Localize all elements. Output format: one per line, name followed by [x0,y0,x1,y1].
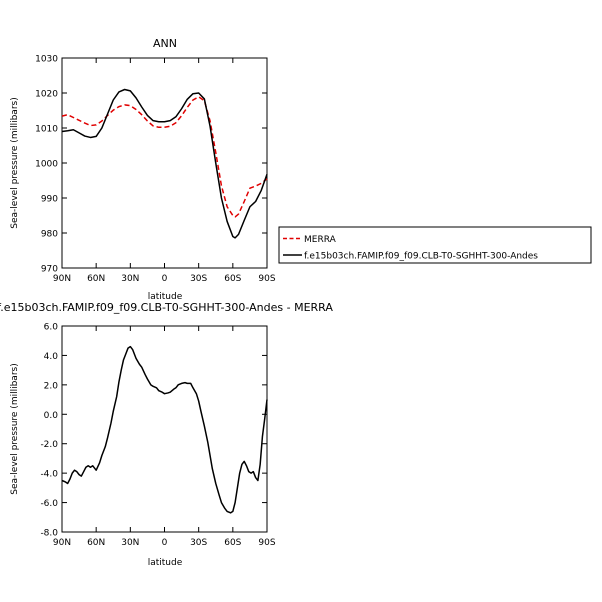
bottom-chart-title: f.e15b03ch.FAMIP.f09_f09.CLB-T0-SGHHT-30… [0,301,333,314]
y-tick-label: 2.0 [44,381,59,391]
series-line-1 [61,88,268,239]
x-tick-label: 90N [53,274,71,284]
series-line-0 [61,96,268,218]
legend-label-model: f.e15b03ch.FAMIP.f09_f09.CLB-T0-SGHHT-30… [304,252,538,262]
y-tick-label: 1030 [35,55,58,65]
top-x-axis-label: latitude [148,292,183,302]
y-tick-label: -8.0 [40,529,58,539]
legend-frame [278,226,592,264]
bottom-y-ticks: -8.0 -6.0 -4.0 -2.0 0.0 2.0 4.0 6.0 [40,323,267,539]
top-x-ticks: 90N 60N 30N 0 30S 60S 90S [53,58,276,284]
y-tick-label: 1020 [35,90,58,100]
x-tick-label: 60N [87,538,105,548]
bottom-series-lines [61,345,268,514]
top-series-lines [61,88,268,239]
top-y-ticks: 970 980 990 1000 1010 1020 1030 [35,55,267,275]
x-tick-label: 60S [224,538,241,548]
x-tick-label: 30N [121,538,139,548]
bottom-y-axis-label: Sea-level pressure (millibars) [10,363,20,494]
y-tick-label: 6.0 [44,323,59,333]
y-tick-label: 970 [41,265,58,275]
bottom-panel: f.e15b03ch.FAMIP.f09_f09.CLB-T0-SGHHT-30… [0,301,333,568]
x-tick-label: 30S [190,274,207,284]
bottom-plot-frame [61,325,268,533]
legend-label-merra: MERRA [304,235,337,245]
y-tick-label: 0.0 [44,411,59,421]
x-tick-label: 30N [121,274,139,284]
top-panel: ANN 90N 60N 30N 0 30S 60S 90S 970 980 990 1000 101… [10,37,592,302]
y-tick-label: -4.0 [40,470,58,480]
series-line-0 [61,345,268,514]
top-legend: MERRA f.e15b03ch.FAMIP.f09_f09.CLB-T0-SG… [278,226,592,264]
y-tick-label: -2.0 [40,440,58,450]
x-tick-label: 0 [162,274,168,284]
y-tick-label: 980 [41,230,58,240]
y-tick-label: 1010 [35,125,58,135]
bottom-x-axis-label: latitude [148,558,183,568]
x-tick-label: 90S [258,538,275,548]
x-tick-label: 60S [224,274,241,284]
y-tick-label: 990 [41,195,58,205]
x-tick-label: 30S [190,538,207,548]
x-tick-label: 60N [87,274,105,284]
y-tick-label: -6.0 [40,499,58,509]
x-tick-label: 90S [258,274,275,284]
top-chart-title: ANN [153,37,177,50]
top-y-axis-label: Sea-level pressure (millibars) [10,97,20,228]
y-tick-label: 4.0 [44,352,59,362]
bottom-x-ticks: 90N 60N 30N 0 30S 60S 90S [53,326,276,548]
x-tick-label: 0 [162,538,168,548]
y-tick-label: 1000 [35,160,58,170]
x-tick-label: 90N [53,538,71,548]
